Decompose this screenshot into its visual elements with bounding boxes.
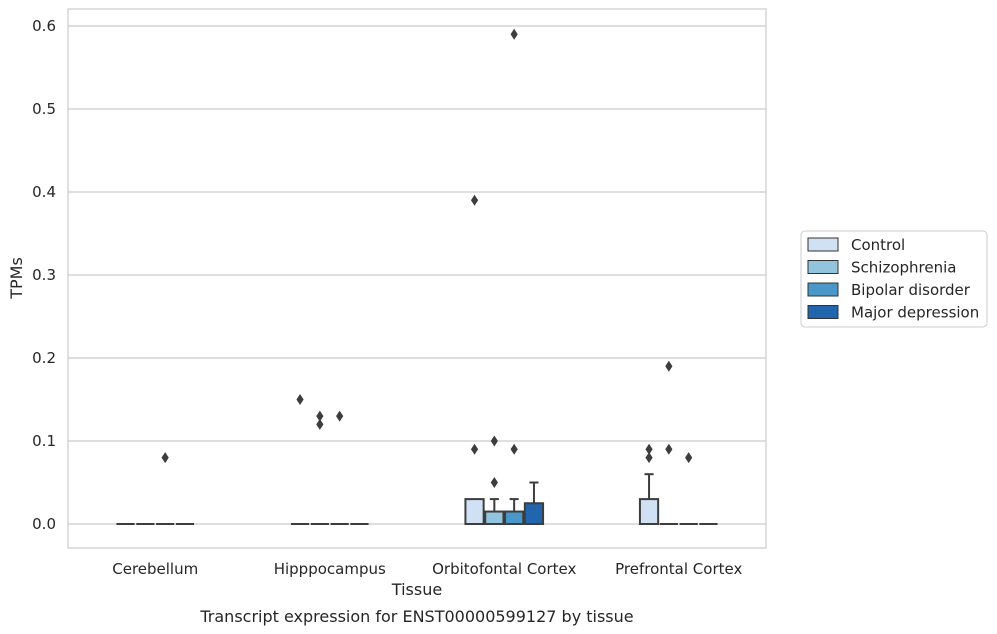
outlier-point bbox=[161, 452, 169, 464]
outlier-point bbox=[296, 394, 304, 405]
outlier-point bbox=[470, 443, 479, 455]
x-tick-label: Hipppocampus bbox=[274, 560, 386, 578]
y-tick-label: 0.1 bbox=[32, 432, 56, 450]
legend-swatch bbox=[807, 237, 839, 252]
outlier-point bbox=[510, 28, 518, 40]
outlier-point bbox=[665, 443, 673, 455]
outlier-point bbox=[316, 418, 324, 430]
outlier-point bbox=[336, 410, 344, 422]
y-tick-label: 0.3 bbox=[32, 266, 56, 284]
box bbox=[484, 510, 505, 525]
outlier-point bbox=[490, 477, 498, 488]
outlier-point bbox=[645, 443, 653, 455]
legend-swatch bbox=[807, 282, 839, 297]
plot-frame bbox=[67, 8, 767, 549]
box bbox=[464, 498, 485, 526]
x-tick-labels: Cerebellum Hipppocampus Orbitofontal Corte… bbox=[112, 560, 742, 578]
outlier-point bbox=[510, 443, 518, 455]
chart-caption: Transcript expression for ENST0000059912… bbox=[199, 607, 633, 626]
legend-label: Bipolar disorder bbox=[851, 281, 971, 299]
box bbox=[523, 502, 545, 525]
y-tick-label: 0.5 bbox=[32, 100, 56, 118]
outlier-point bbox=[490, 435, 498, 447]
outlier-point bbox=[685, 452, 693, 464]
outlier-point bbox=[316, 410, 324, 422]
y-axis-title: TPMs bbox=[7, 257, 26, 300]
outlier-point bbox=[470, 194, 479, 206]
y-tick-label: 0.2 bbox=[32, 349, 56, 367]
outlier-point bbox=[645, 452, 653, 464]
box-plot-marks bbox=[116, 28, 718, 526]
x-tick-label: Cerebellum bbox=[112, 560, 198, 578]
box bbox=[504, 510, 525, 525]
legend-label: Control bbox=[851, 236, 905, 254]
legend-label: Major depression bbox=[851, 304, 979, 322]
box bbox=[638, 498, 660, 526]
legend-label: Schizophrenia bbox=[851, 259, 956, 277]
y-tick-label: 0.0 bbox=[32, 515, 56, 533]
x-tick-label: Prefrontal Cortex bbox=[615, 560, 742, 578]
x-axis-title: Tissue bbox=[391, 580, 442, 599]
legend-swatch bbox=[807, 260, 839, 274]
outlier-point bbox=[665, 360, 673, 372]
y-gridlines bbox=[68, 25, 766, 525]
y-tick-labels: 0.0 0.1 0.2 0.3 0.4 0.5 0.6 bbox=[32, 17, 56, 533]
legend-frame bbox=[800, 230, 988, 328]
y-tick-label: 0.4 bbox=[32, 183, 56, 201]
x-tick-label: Orbitofontal Cortex bbox=[432, 560, 576, 578]
legend: Control Schizophrenia Bipolar disorder Majo… bbox=[800, 230, 988, 328]
y-tick-label: 0.6 bbox=[32, 17, 56, 35]
legend-swatch bbox=[807, 305, 839, 319]
